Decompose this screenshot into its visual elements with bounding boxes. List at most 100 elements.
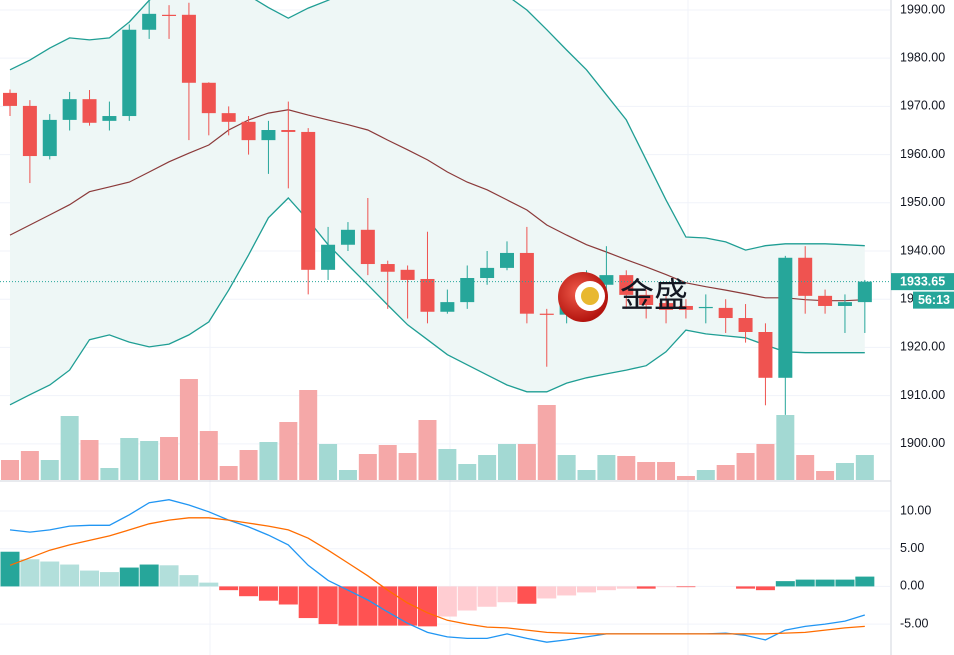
histogram-bar [636, 586, 656, 589]
candle-body [261, 130, 276, 141]
axis-background [891, 0, 954, 655]
histogram-bar [139, 564, 159, 587]
candle-body [62, 99, 77, 120]
y-tick-label: -5.00 [900, 616, 929, 630]
histogram-bar [20, 559, 40, 587]
y-tick-label: 1920.00 [900, 340, 945, 354]
volume-bar [637, 462, 656, 480]
y-tick-label: 1960.00 [900, 147, 945, 161]
histogram-bar [596, 586, 616, 591]
volume-bar [498, 444, 516, 480]
candle-body [857, 281, 872, 303]
price-axis: 1900.001910.001920.001930.001940.001950.… [891, 2, 954, 630]
candle-body [519, 252, 534, 314]
price-pane [0, 0, 890, 480]
candle-body [619, 275, 634, 295]
candle-body [122, 29, 137, 117]
volume-bar [736, 453, 755, 480]
y-tick-label: 5.00 [900, 541, 924, 555]
histogram-bar [577, 586, 597, 593]
histogram-bar [99, 572, 119, 587]
volume-bar [279, 422, 298, 480]
histogram-bar [557, 586, 577, 596]
candle-body [201, 82, 216, 114]
histogram-bar [616, 586, 636, 589]
volume-bar [100, 468, 119, 480]
volume-bar [517, 444, 536, 480]
candle-body [678, 305, 693, 310]
volume-bar [60, 416, 79, 480]
volume-bar [319, 444, 338, 480]
volume-bar [657, 462, 676, 480]
countdown-tag [913, 291, 954, 309]
histogram-bar [338, 586, 358, 626]
volume-bar [537, 405, 556, 480]
volume-bar [756, 444, 775, 480]
candle-body [321, 244, 336, 270]
volume-bar [1, 460, 19, 480]
y-tick-label: 0.00 [900, 579, 924, 593]
histogram-bar [278, 586, 298, 605]
histogram-bar [517, 586, 537, 604]
volume-bar [458, 464, 477, 480]
volume-bar [418, 420, 437, 480]
volume-bar [20, 451, 39, 480]
y-tick-label: 1980.00 [900, 50, 945, 64]
candle-body [221, 113, 236, 122]
candle-body [420, 278, 435, 312]
candle-body [281, 130, 296, 132]
histogram-bar [119, 567, 139, 587]
candle-body [639, 294, 654, 306]
histogram-bar [775, 581, 795, 587]
histogram-bar [477, 586, 497, 607]
volume-bar [358, 454, 377, 480]
histogram-bar [219, 586, 239, 591]
candle-body [82, 99, 97, 123]
candle-body [758, 332, 773, 378]
last-price-tag [891, 273, 954, 291]
volume-bar [796, 455, 815, 480]
candle-body [718, 307, 733, 319]
y-tick-label: 1950.00 [900, 195, 945, 209]
volume-bar [577, 470, 596, 480]
histogram-bar [755, 586, 775, 591]
band-lower [9, 197, 865, 406]
volume-bar [438, 449, 457, 480]
histogram-bar [835, 579, 855, 587]
candle-body [738, 318, 753, 333]
volume-bar [140, 441, 159, 480]
candle-body [539, 313, 554, 315]
histogram-bar [239, 586, 259, 597]
volume-bar [338, 470, 357, 480]
histogram-bar [736, 586, 756, 589]
candle-body [380, 264, 395, 272]
volume-bar [716, 465, 735, 480]
candle-body [102, 116, 117, 121]
volume-bar [617, 456, 636, 480]
candle-body [181, 14, 196, 83]
histogram-bar [497, 586, 517, 603]
volume-bar [676, 476, 695, 480]
volume-bar [40, 460, 59, 480]
volume-bar [259, 442, 278, 480]
candle-body [301, 131, 316, 270]
candle-body [142, 13, 157, 30]
y-tick-label: 1970.00 [900, 99, 945, 113]
band-middle [9, 109, 865, 302]
candle-body [778, 257, 793, 378]
histogram-bar [417, 586, 437, 627]
candle-body [42, 119, 57, 157]
candle-body [500, 252, 514, 268]
histogram-bar [795, 579, 815, 587]
histogram-bar [378, 586, 398, 626]
candle-body [360, 229, 375, 265]
histogram-bar [457, 586, 477, 611]
candle-body [659, 303, 674, 310]
volume-bar [597, 455, 616, 480]
histogram-bar [258, 586, 278, 601]
histogram-bar [656, 586, 676, 588]
histogram-bar [318, 586, 338, 625]
logo-coin [581, 287, 599, 305]
volume-bar [696, 470, 715, 480]
